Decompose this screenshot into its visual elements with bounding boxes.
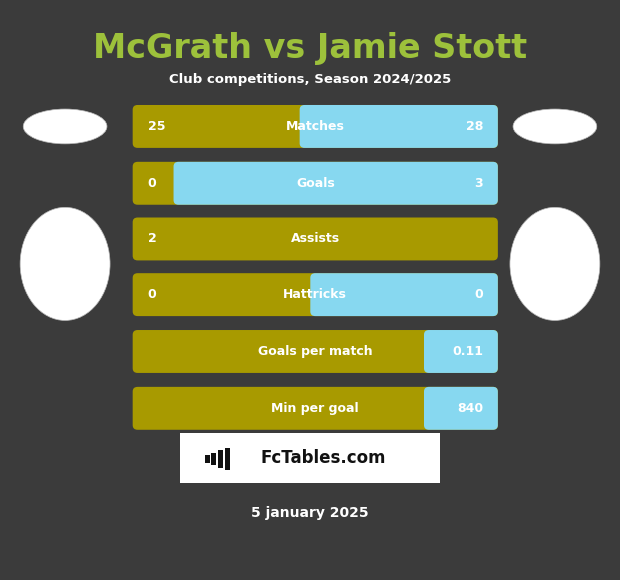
Text: 2: 2 [148, 233, 156, 245]
Text: McGrath vs Jamie Stott: McGrath vs Jamie Stott [93, 32, 527, 65]
Ellipse shape [510, 207, 600, 320]
Bar [429, 335, 438, 368]
Ellipse shape [513, 109, 596, 144]
FancyBboxPatch shape [180, 433, 440, 483]
Bar [304, 110, 333, 143]
Bar [429, 392, 438, 425]
Text: 840: 840 [457, 402, 483, 415]
Text: 0: 0 [148, 177, 156, 190]
Bar [205, 455, 210, 463]
Text: 28: 28 [466, 120, 483, 133]
FancyBboxPatch shape [133, 273, 498, 316]
Text: Hattricks: Hattricks [283, 288, 347, 301]
Ellipse shape [20, 207, 110, 320]
FancyBboxPatch shape [311, 273, 498, 316]
Text: 0: 0 [148, 288, 156, 301]
Bar [316, 278, 342, 311]
FancyBboxPatch shape [174, 162, 498, 205]
Text: FcTables.com: FcTables.com [260, 449, 386, 467]
FancyBboxPatch shape [133, 105, 498, 148]
FancyBboxPatch shape [133, 387, 498, 430]
Text: 0.11: 0.11 [452, 345, 483, 358]
FancyBboxPatch shape [424, 387, 498, 430]
Text: Assists: Assists [291, 233, 340, 245]
FancyBboxPatch shape [133, 330, 498, 373]
Text: Club competitions, Season 2024/2025: Club competitions, Season 2024/2025 [169, 72, 451, 85]
Text: Goals: Goals [296, 177, 335, 190]
Text: Goals per match: Goals per match [258, 345, 373, 358]
Text: 25: 25 [148, 120, 165, 133]
Text: 0: 0 [474, 288, 483, 301]
Text: 3: 3 [474, 177, 483, 190]
FancyBboxPatch shape [424, 330, 498, 373]
Text: 5 january 2025: 5 january 2025 [251, 506, 369, 520]
FancyBboxPatch shape [133, 162, 498, 205]
Text: Matches: Matches [286, 120, 345, 133]
Text: Min per goal: Min per goal [272, 402, 359, 415]
FancyBboxPatch shape [133, 218, 498, 260]
Ellipse shape [23, 109, 107, 144]
Bar [218, 450, 223, 467]
FancyBboxPatch shape [299, 105, 498, 148]
Bar [211, 452, 216, 465]
Bar [225, 448, 230, 470]
Bar [179, 166, 226, 200]
